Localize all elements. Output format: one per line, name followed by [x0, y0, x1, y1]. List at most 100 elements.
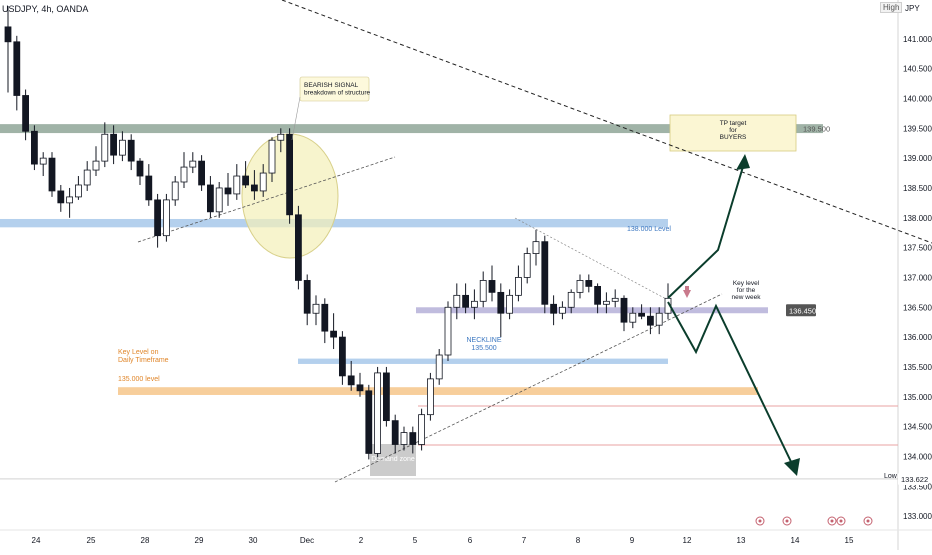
candle-body	[611, 297, 619, 302]
y-tick-label: 133.000	[903, 512, 932, 521]
candle-body	[101, 133, 109, 162]
level-138-label: 138.000 Level	[627, 226, 671, 233]
candle-body	[391, 420, 399, 445]
candle-body	[400, 432, 408, 445]
candle-body	[567, 291, 575, 308]
demand-zone-label: Demand zone	[371, 456, 415, 463]
candle-body	[39, 157, 47, 165]
y-tick-label: 136.500	[903, 303, 932, 312]
candle-body	[22, 95, 30, 132]
y-tick-label: 136.000	[903, 333, 932, 342]
candle-body	[250, 184, 258, 192]
low-price-tag-bg	[898, 472, 928, 485]
x-tick-label: 2	[359, 536, 364, 545]
candle-body	[286, 133, 294, 216]
candle-body	[321, 303, 329, 332]
candle-body	[444, 306, 452, 356]
neckline-label: NECKLINE 135.500	[466, 337, 501, 352]
candle-body	[497, 291, 505, 314]
y-tick-label: 134.000	[903, 452, 932, 461]
candle-body	[242, 175, 250, 186]
candle-body	[532, 241, 540, 254]
y-tick-label: 135.500	[903, 363, 932, 372]
candle-body	[603, 300, 610, 305]
low-price-tag: 133.622	[901, 475, 928, 484]
event-flag-dot-icon	[839, 519, 843, 523]
candle-body	[171, 181, 179, 201]
candle-body	[559, 306, 566, 314]
candle-body	[66, 196, 73, 204]
x-tick-label: 9	[630, 536, 635, 545]
candle-body	[4, 26, 12, 43]
y-tick-label: 137.000	[903, 273, 932, 282]
x-tick-label: 8	[576, 536, 581, 545]
y-tick-label: 141.000	[903, 35, 932, 44]
falling-trendline-right	[514, 217, 669, 301]
candle-body	[576, 280, 584, 293]
y-tick-label: 140.500	[903, 65, 932, 74]
x-tick-label: 29	[195, 536, 204, 545]
candle-body	[312, 303, 320, 314]
candle-body	[268, 139, 276, 174]
event-flag-dot-icon	[830, 519, 834, 523]
candle-body	[180, 166, 188, 183]
zone-key-level-new-week	[416, 307, 768, 314]
y-tick-label: 138.000	[903, 214, 932, 223]
candle-body	[647, 315, 654, 326]
candle-body	[655, 312, 663, 326]
event-flag-dot-icon	[785, 519, 789, 523]
x-tick-label: 14	[791, 536, 800, 545]
low-label: Low	[884, 473, 898, 480]
arrow-head-down	[784, 458, 800, 476]
candle-body	[382, 372, 390, 422]
candle-body	[470, 300, 478, 308]
zone-135-000-level	[118, 387, 758, 395]
current-price-tag: 136.450	[789, 306, 816, 315]
candle-body	[162, 199, 170, 237]
candle-body	[418, 414, 426, 445]
x-tick-label: 6	[468, 536, 473, 545]
candle-body	[83, 169, 91, 186]
candle-body	[198, 160, 206, 186]
x-tick-label: Dec	[300, 536, 314, 545]
bearish-signal-box	[299, 76, 370, 102]
candle-body	[620, 297, 628, 323]
x-tick-label: 15	[845, 536, 854, 545]
candle-body	[233, 175, 241, 195]
x-tick-label: 25	[87, 536, 96, 545]
candle-body	[75, 184, 82, 198]
bearish-signal-pointer	[291, 96, 301, 141]
marker-down-icon	[683, 290, 691, 298]
y-tick-label: 134.500	[903, 423, 932, 432]
candle-body	[523, 253, 531, 278]
symbol-header: USDJPY, 4h, OANDA	[2, 4, 89, 14]
x-tick-label: 12	[683, 536, 692, 545]
level-135-label: 135.000 level	[118, 376, 160, 383]
arrow-head-up	[736, 154, 750, 170]
tp-target-label: TP target for BUYERS	[720, 120, 747, 141]
candle-body	[92, 160, 100, 171]
candle-body	[426, 378, 434, 416]
current-price-tag-bg	[786, 304, 816, 317]
x-tick-label: 28	[141, 536, 150, 545]
candle-body	[479, 280, 487, 302]
y-tick-label: 135.000	[903, 393, 932, 402]
candle-body	[462, 294, 470, 308]
y-tick-label: 138.500	[903, 184, 932, 193]
zone-138-000-level	[0, 218, 668, 228]
key-level-week-label: Key level for the new week	[732, 280, 762, 301]
y-tick-label: 140.000	[903, 94, 932, 103]
candle-body	[506, 294, 514, 314]
candle-body	[347, 375, 355, 386]
candle-body	[338, 336, 346, 377]
y-tick-label: 137.500	[903, 244, 932, 253]
rising-trendline-left	[137, 156, 396, 243]
candle-body	[110, 133, 117, 156]
y-tick-label: 139.500	[903, 124, 932, 133]
high-badge: High	[880, 2, 903, 13]
candle-body	[488, 280, 496, 293]
descending-trendline	[281, 0, 932, 244]
candle-body	[48, 157, 56, 192]
